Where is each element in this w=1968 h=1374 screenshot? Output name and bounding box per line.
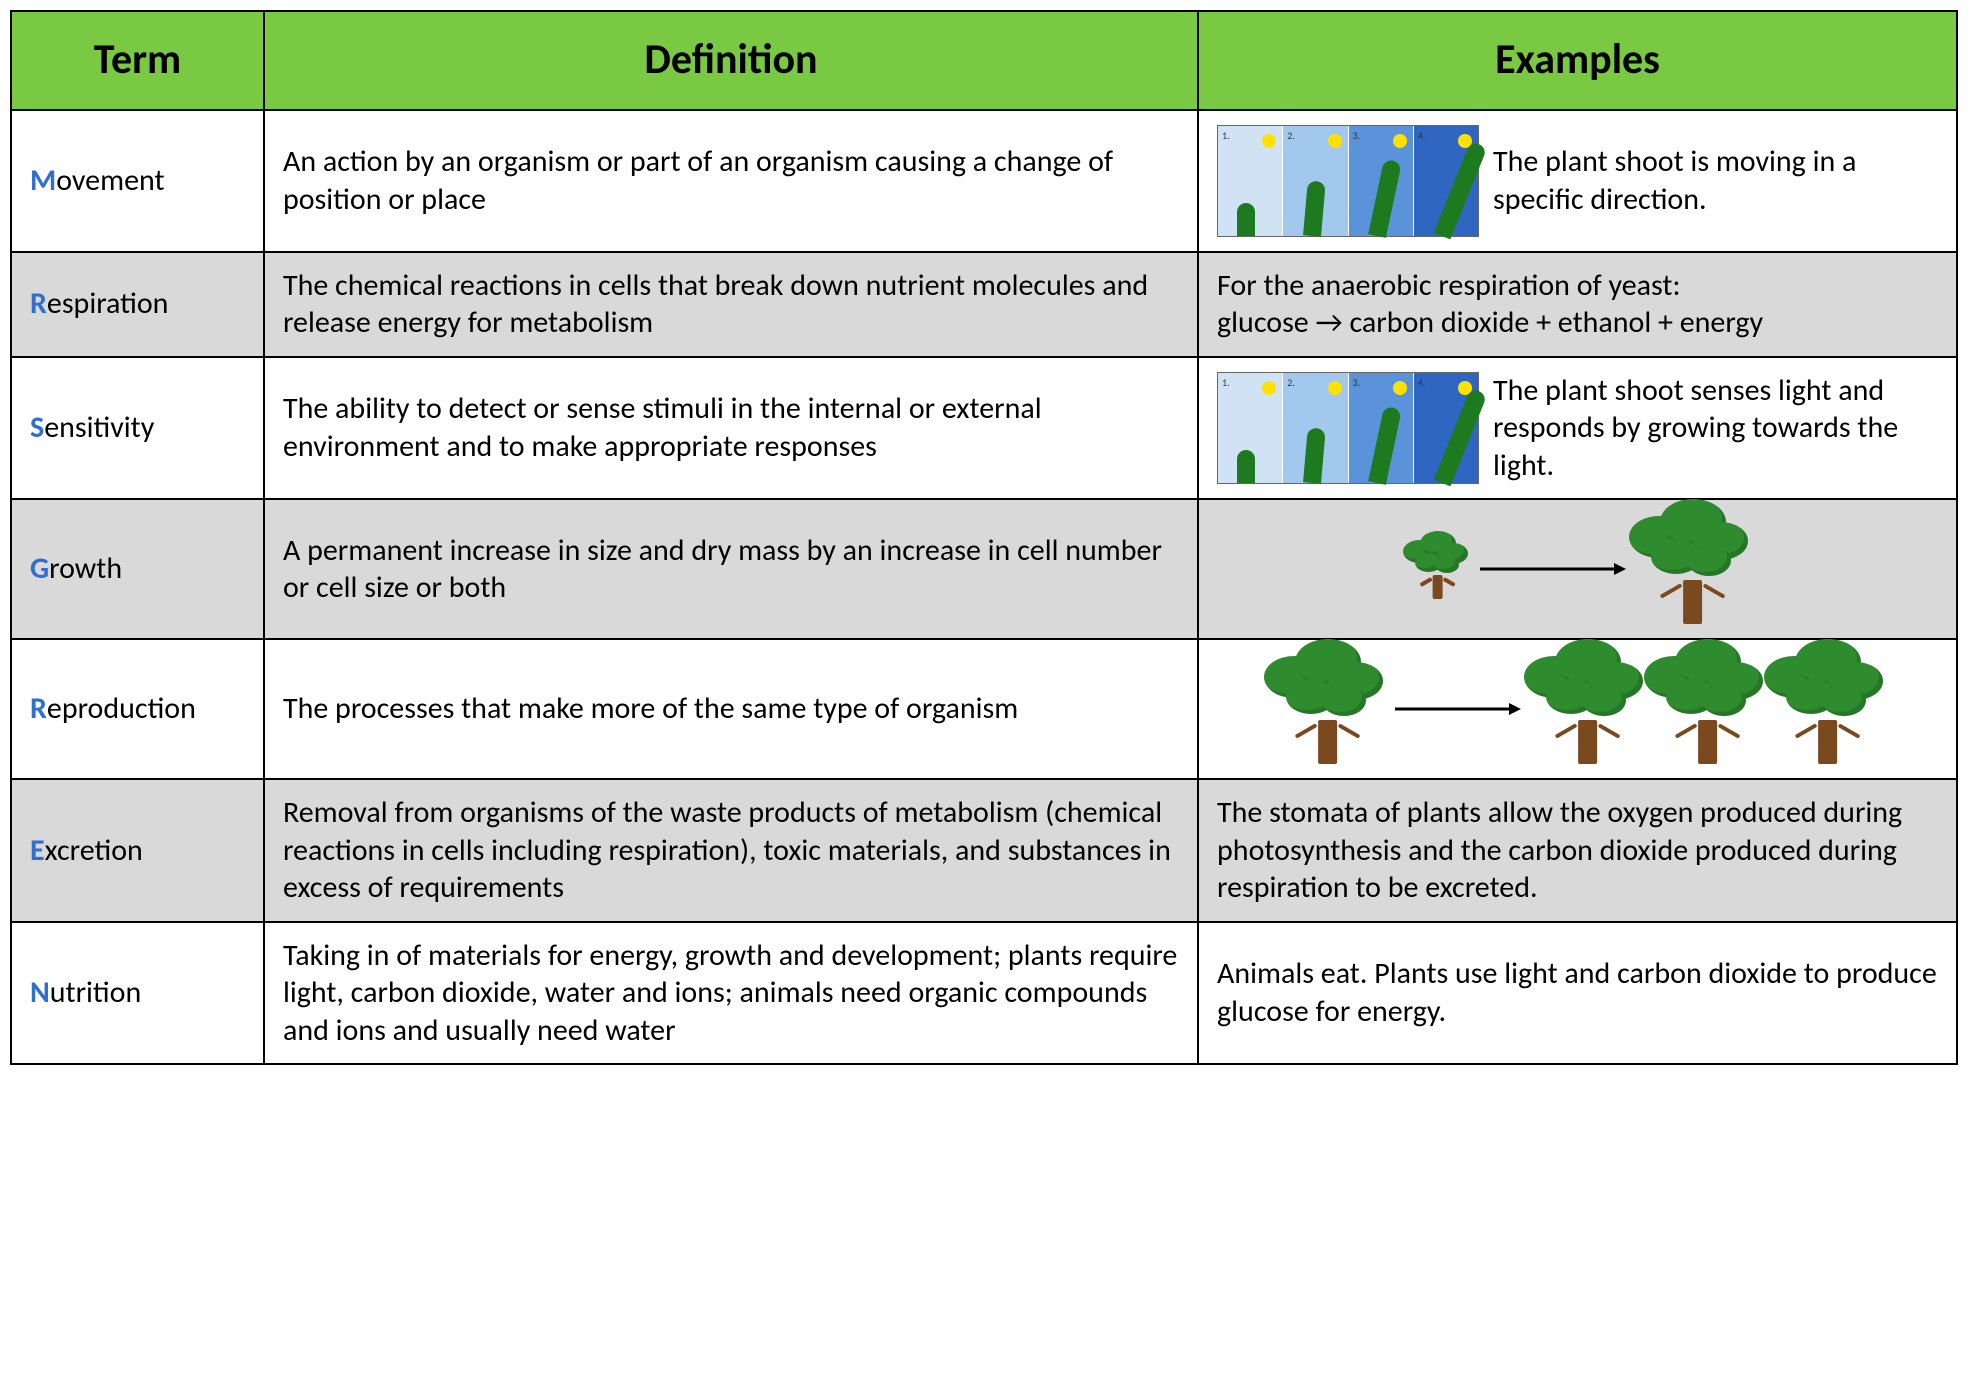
term-cell: Movement [11, 110, 264, 252]
tree-icon [1638, 514, 1748, 624]
definition-cell: The processes that make more of the same… [264, 639, 1198, 779]
term-initial: N [30, 974, 50, 1011]
term-initial: S [30, 409, 44, 446]
tree-icon [1273, 654, 1383, 764]
example-text: For the anaerobic respiration of yeast: … [1217, 267, 1938, 342]
tree-icon [1653, 654, 1763, 764]
term-initial: M [30, 162, 56, 199]
phototropism-strip: 1.2.3.4. [1217, 125, 1479, 237]
term-cell: Sensitivity [11, 357, 264, 500]
table-row: ReproductionThe processes that make more… [11, 639, 1957, 779]
term-cell: Respiration [11, 252, 264, 357]
tree-icon [1533, 654, 1643, 764]
example-text: The stomata of plants allow the oxygen p… [1217, 794, 1938, 907]
definition-cell: An action by an organism or part of an o… [264, 110, 1198, 252]
term-cell: Excretion [11, 779, 264, 922]
term-cell: Nutrition [11, 922, 264, 1065]
example-text: Animals eat. Plants use light and carbon… [1217, 955, 1938, 1030]
definition-cell: A permanent increase in size and dry mas… [264, 499, 1198, 639]
term-rest: xcretion [45, 832, 143, 869]
term-initial: E [30, 832, 45, 869]
growth-diagram [1217, 514, 1938, 624]
table-row: MovementAn action by an organism or part… [11, 110, 1957, 252]
mrs-gren-table: Term Definition Examples MovementAn acti… [10, 10, 1958, 1065]
term-rest: ensitivity [44, 409, 154, 446]
example-text: The plant shoot senses light and respond… [1493, 372, 1938, 485]
term-rest: espiration [47, 285, 169, 322]
example-cell [1198, 639, 1957, 779]
definition-cell: The ability to detect or sense stimuli i… [264, 357, 1198, 500]
reproduction-diagram [1217, 654, 1938, 764]
tree-icon [1773, 654, 1883, 764]
tree-icon [1408, 539, 1468, 599]
header-examples: Examples [1198, 11, 1957, 110]
term-rest: rowth [49, 550, 122, 587]
table-row: NutritionTaking in of materials for ener… [11, 922, 1957, 1065]
arrow-icon [1393, 699, 1523, 719]
example-text: The plant shoot is moving in a specific … [1493, 143, 1938, 218]
term-initial: G [30, 550, 49, 587]
table-row: GrowthA permanent increase in size and d… [11, 499, 1957, 639]
term-initial: R [30, 285, 47, 322]
term-cell: Growth [11, 499, 264, 639]
example-cell: Animals eat. Plants use light and carbon… [1198, 922, 1957, 1065]
table-row: ExcretionRemoval from organisms of the w… [11, 779, 1957, 922]
header-definition: Definition [264, 11, 1198, 110]
term-rest: ovement [56, 162, 164, 199]
term-cell: Reproduction [11, 639, 264, 779]
example-cell: 1.2.3.4.The plant shoot is moving in a s… [1198, 110, 1957, 252]
definition-cell: Taking in of materials for energy, growt… [264, 922, 1198, 1065]
table-row: RespirationThe chemical reactions in cel… [11, 252, 1957, 357]
term-initial: R [30, 690, 47, 727]
table-row: SensitivityThe ability to detect or sens… [11, 357, 1957, 500]
term-rest: utrition [50, 974, 141, 1011]
example-cell: The stomata of plants allow the oxygen p… [1198, 779, 1957, 922]
term-rest: eproduction [47, 690, 196, 727]
header-row: Term Definition Examples [11, 11, 1957, 110]
example-cell: 1.2.3.4.The plant shoot senses light and… [1198, 357, 1957, 500]
definition-cell: Removal from organisms of the waste prod… [264, 779, 1198, 922]
definition-cell: The chemical reactions in cells that bre… [264, 252, 1198, 357]
example-cell [1198, 499, 1957, 639]
header-term: Term [11, 11, 264, 110]
arrow-icon [1478, 559, 1628, 579]
phototropism-strip: 1.2.3.4. [1217, 372, 1479, 484]
example-cell: For the anaerobic respiration of yeast: … [1198, 252, 1957, 357]
